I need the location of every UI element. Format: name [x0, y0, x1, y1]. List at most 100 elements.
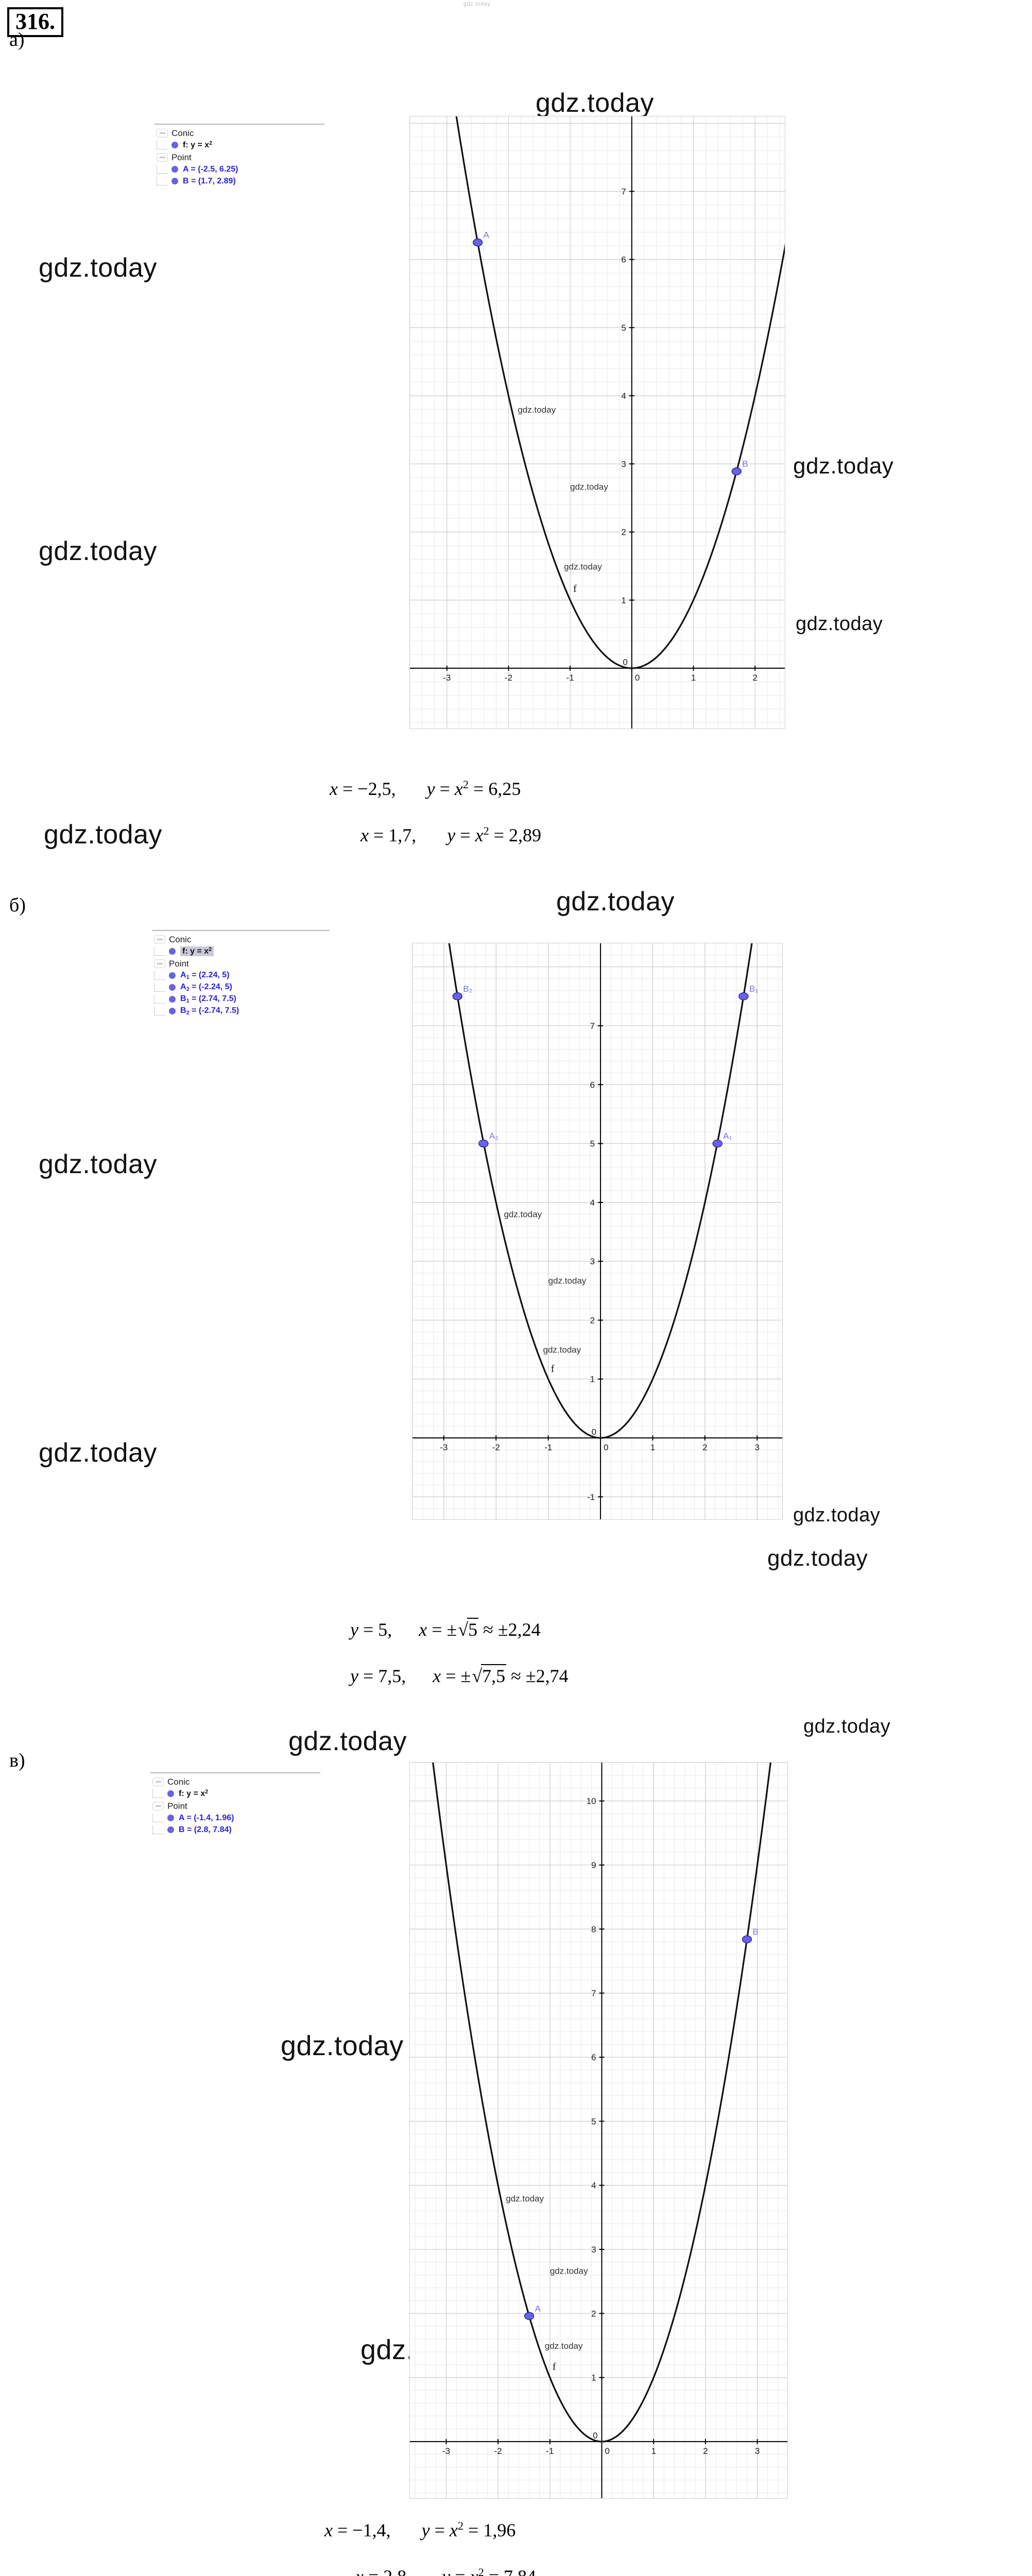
algebra-item-row[interactable]: B1 = (2.74, 7.5)	[154, 993, 328, 1005]
graphics-view-b[interactable]: -3 -2 -1 0 1 2 3 -1 1 2 3 4 5 6 7 0 f gdz.today gdz.today g…	[412, 943, 783, 1520]
algebra-item-label: A = (-2.5, 6.25)	[183, 164, 238, 174]
x-tick-label: 1	[650, 1443, 655, 1452]
x-tick-label: 3	[755, 2446, 760, 2456]
algebra-item-label: f: y = x2	[183, 140, 213, 149]
function-label: f	[573, 583, 577, 595]
algebra-item-row[interactable]: A1 = (2.24, 5)	[154, 970, 328, 981]
watermark-text: gdz.today	[536, 88, 654, 118]
graph-point[interactable]	[478, 1139, 489, 1148]
collapse-toggle-icon[interactable]	[152, 1801, 164, 1810]
object-color-dot-icon[interactable]	[167, 1815, 174, 1821]
graph-point[interactable]	[742, 1935, 752, 1943]
algebra-group-label: Point	[171, 152, 192, 162]
algebra-item-row[interactable]: f: y = x2	[154, 945, 328, 957]
watermark-text: gdz.today	[796, 613, 883, 635]
graph-watermark: gdz.today	[545, 2341, 583, 2351]
watermark-text: gdz.today	[39, 253, 157, 283]
graph-watermark: gdz.today	[550, 2266, 588, 2276]
algebra-group-row[interactable]: Conic	[152, 1775, 318, 1788]
formula-y: y = 7,5,	[350, 1666, 406, 1686]
y-tick-label: -1	[587, 1492, 595, 1502]
object-color-dot-icon[interactable]	[167, 1790, 174, 1797]
algebra-item-row[interactable]: A2 = (-2.24, 5)	[154, 981, 328, 993]
algebra-item-row[interactable]: f: y = x2	[157, 139, 322, 151]
collapse-toggle-icon[interactable]	[154, 935, 165, 944]
y-tick-label: 2	[591, 2309, 596, 2318]
collapse-toggle-icon[interactable]	[154, 959, 165, 968]
collapse-toggle-icon[interactable]	[157, 128, 168, 138]
collapse-toggle-icon[interactable]	[152, 1777, 164, 1786]
algebra-group-label: Conic	[171, 128, 194, 138]
algebra-group-row[interactable]: Conic	[157, 127, 322, 139]
y-tick-label: 9	[591, 1860, 596, 1870]
formula-left: x = −2,5,	[330, 778, 396, 799]
y-tick-label: 6	[621, 255, 626, 265]
algebra-item-row[interactable]: B = (2.8, 7.84)	[152, 1824, 318, 1836]
graph-point[interactable]	[712, 1139, 723, 1148]
algebra-view-v: Conic f: y = x2 Point A = (-1.4, 1.96) B = (…	[150, 1772, 320, 1839]
graph-point[interactable]	[738, 992, 749, 1001]
x-tick-label: 0	[604, 1443, 608, 1452]
graph-point[interactable]	[524, 2312, 535, 2320]
algebra-group-row[interactable]: Point	[157, 151, 322, 163]
y-tick-label: 3	[590, 1257, 595, 1266]
algebra-group-row[interactable]: Point	[152, 1800, 318, 1812]
tree-connector-icon	[152, 1825, 164, 1834]
graph-watermark: gdz.today	[518, 405, 556, 415]
object-color-dot-icon[interactable]	[169, 1008, 176, 1014]
x-tick-label: -3	[442, 2446, 450, 2456]
algebra-item-row[interactable]: B2 = (-2.74, 7.5)	[154, 1005, 328, 1017]
formula-x: x = ±√7,5 ≈ ±2,74	[433, 1664, 569, 1686]
algebra-group-row[interactable]: Point	[154, 957, 328, 970]
watermark-text: gdz.today	[44, 820, 162, 850]
y-tick-label: 5	[590, 1139, 595, 1149]
y-tick-label: 4	[591, 2181, 596, 2191]
algebra-item-row[interactable]: B = (1.7, 2.89)	[157, 175, 322, 187]
formula-right: y = x2 = 2,89	[447, 824, 542, 845]
object-color-dot-icon[interactable]	[169, 948, 176, 955]
graph-canvas: -3 -2 -1 0 1 2 3 1 2 3 4 5 6 7 8 9 10 0 f gdz.today gdz.toda…	[410, 1762, 787, 2498]
graph-point-label: B₂	[463, 984, 472, 994]
y-tick-label: 1	[591, 2373, 596, 2383]
object-color-dot-icon[interactable]	[169, 996, 176, 1003]
graph-point[interactable]	[452, 992, 462, 1001]
collapse-toggle-icon[interactable]	[157, 152, 168, 162]
object-color-dot-icon[interactable]	[167, 1826, 174, 1833]
algebra-group-label: Conic	[167, 1776, 190, 1787]
object-color-dot-icon[interactable]	[169, 984, 176, 991]
formula-left: x = 2,8,	[355, 2566, 411, 2576]
y-tick-label: 7	[590, 1021, 595, 1031]
algebra-group-row[interactable]: Conic	[154, 933, 328, 945]
y-tick-label: 10	[587, 1797, 596, 1806]
parabola-curve	[432, 1762, 771, 2443]
algebra-item-row[interactable]: f: y = x2	[152, 1788, 318, 1800]
graph-point[interactable]	[472, 238, 483, 247]
major-grid	[410, 116, 785, 728]
tree-connector-icon	[157, 177, 168, 185]
graph-point-label: B	[752, 1927, 758, 1937]
x-tick-label: -3	[440, 1443, 448, 1452]
x-tick-label: 1	[691, 673, 696, 683]
algebra-item-row[interactable]: A = (-2.5, 6.25)	[157, 163, 322, 175]
algebra-item-row[interactable]: A = (-1.4, 1.96)	[152, 1812, 318, 1824]
algebra-item-label: B1 = (2.74, 7.5)	[180, 994, 236, 1004]
object-color-dot-icon[interactable]	[171, 166, 178, 173]
result-formula: y = 7,5, x = ±√7,5 ≈ ±2,74	[350, 1664, 569, 1687]
graphics-view-v[interactable]: -3 -2 -1 0 1 2 3 1 2 3 4 5 6 7 8 9 10 0 f gdz.today gdz.toda…	[409, 1762, 788, 2499]
x-tick-label: 2	[703, 2446, 708, 2456]
y-tick-label: 4	[621, 391, 626, 401]
function-label: f	[551, 1363, 555, 1375]
watermark-text: gdz.today	[803, 1716, 891, 1737]
watermark-text: gdz.today	[281, 2030, 404, 2061]
y-tick-label: 1	[621, 596, 626, 605]
graphics-view-a[interactable]: -3 -2 -1 0 1 2 1 2 3 4 5 6 7 0 f gdz.today gdz.today gdz.…	[409, 116, 785, 729]
result-formula: x = 2,8, y = x2 = 7,84	[355, 2566, 536, 2576]
algebra-view-b: Conic f: y = x2 Point A1 = (2.24, 5) A2 = (-…	[152, 930, 330, 1020]
graph-point[interactable]	[731, 467, 742, 476]
x-tick-label: 2	[702, 1443, 707, 1452]
graph-watermark: gdz.today	[543, 1345, 581, 1354]
object-color-dot-icon[interactable]	[169, 972, 176, 979]
x-tick-label: -1	[566, 673, 574, 683]
object-color-dot-icon[interactable]	[171, 178, 178, 184]
object-color-dot-icon[interactable]	[171, 142, 178, 148]
